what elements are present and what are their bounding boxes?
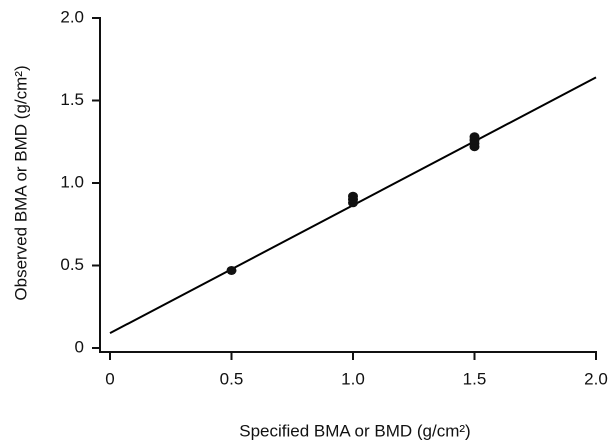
y-tick-label: 0 [75,337,84,356]
x-tick-label: 1.5 [463,369,487,388]
x-tick-label: 2.0 [584,369,608,388]
x-tick-label: 0 [105,369,114,388]
data-point [469,132,480,142]
x-tick-label: 1.0 [341,369,365,388]
y-tick-label: 2.0 [60,7,84,26]
y-axis-label: Observed BMA or BMD (g/cm²) [11,65,30,300]
data-point [226,265,237,275]
y-tick-label: 1.0 [60,172,84,191]
data-point [348,191,358,201]
x-tick-label: 0.5 [220,369,244,388]
y-tick-label: 0.5 [60,255,84,274]
x-axis-label: Specified BMA or BMD (g/cm²) [239,421,470,440]
y-tick-label: 1.5 [60,90,84,109]
